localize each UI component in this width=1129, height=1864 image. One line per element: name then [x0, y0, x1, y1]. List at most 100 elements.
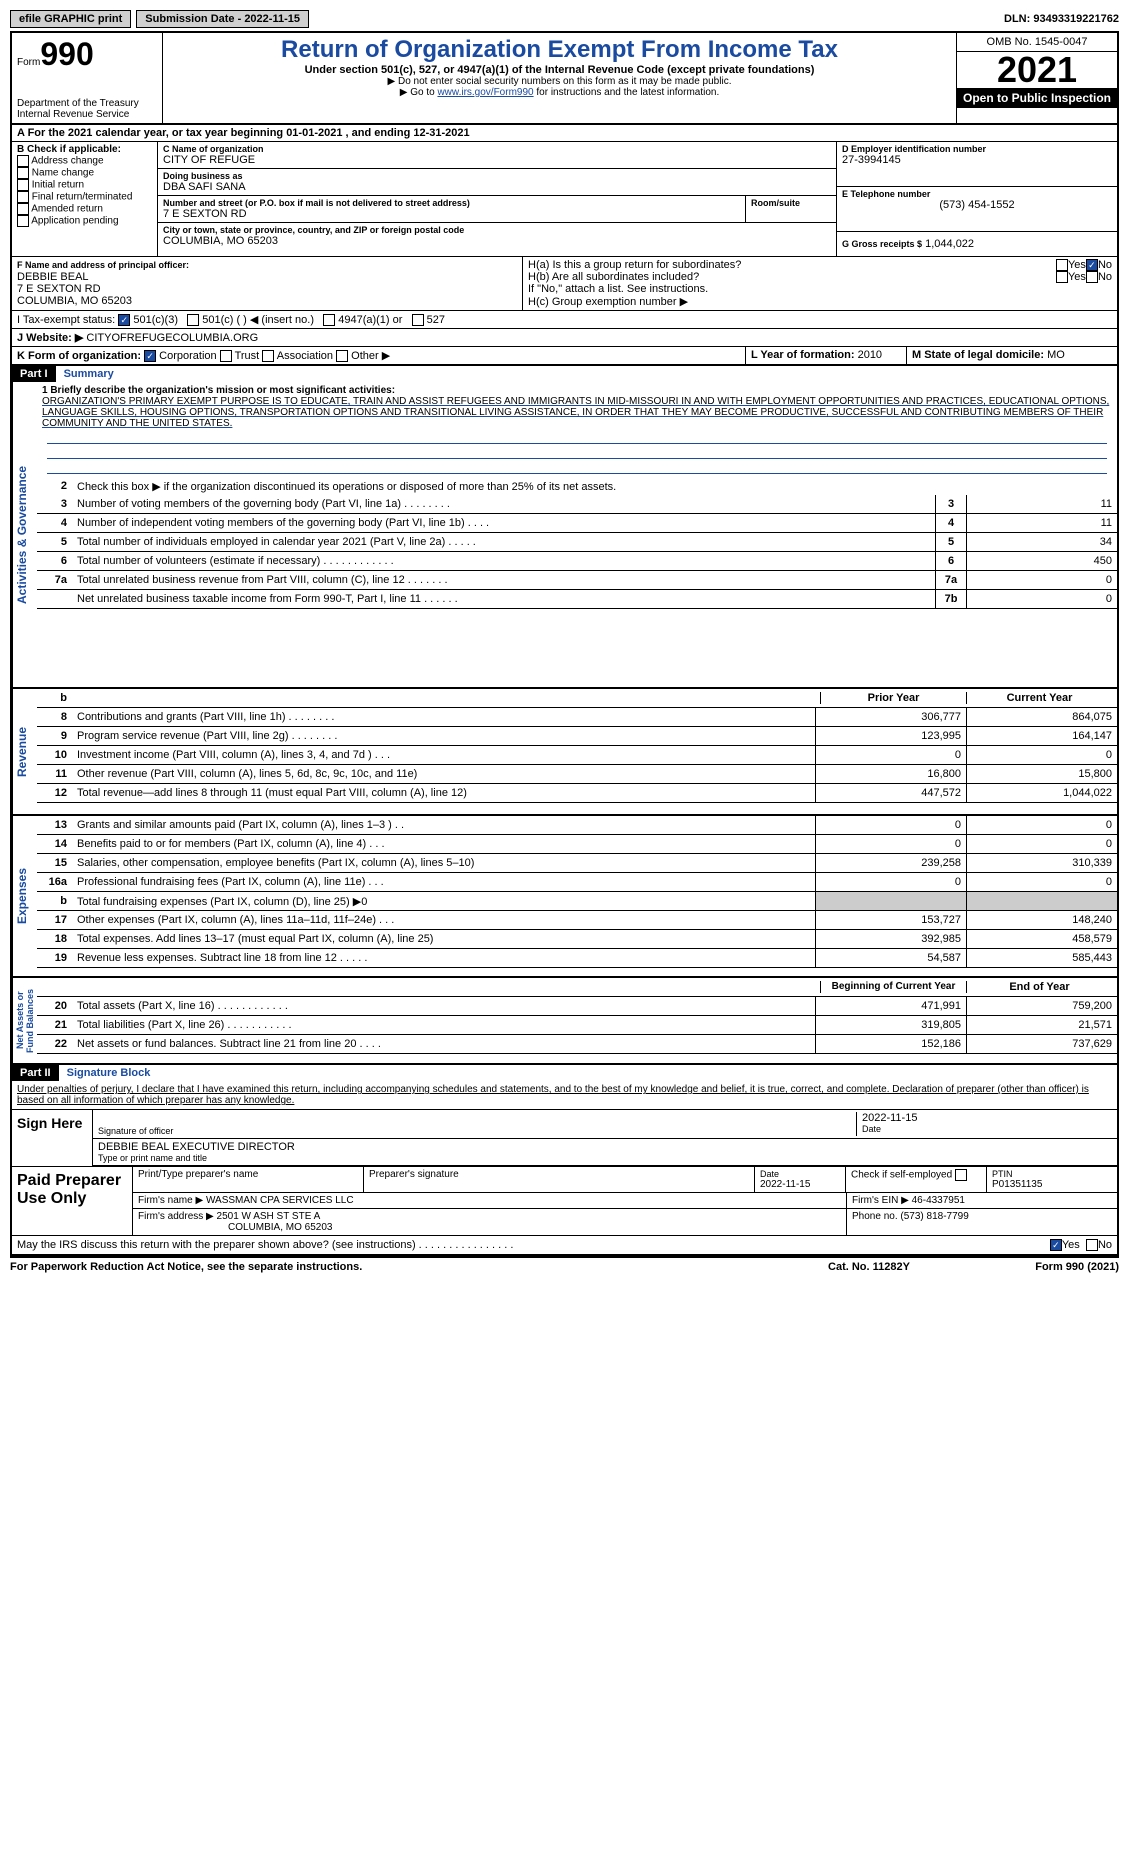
- summary-line: 4 Number of independent voting members o…: [37, 514, 1117, 533]
- prep-date: 2022-11-15: [760, 1179, 840, 1190]
- officer-addr2: COLUMBIA, MO 65203: [17, 295, 132, 307]
- firm-city: COLUMBIA, MO 65203: [138, 1222, 332, 1233]
- initial-return-checkbox[interactable]: [17, 179, 29, 191]
- ein-value: 27-3994145: [842, 154, 1112, 166]
- sig-officer-label: Signature of officer: [98, 1126, 856, 1136]
- hb-yes-checkbox[interactable]: [1056, 271, 1068, 283]
- gross-value: 1,044,022: [925, 238, 974, 250]
- financial-line: 13 Grants and similar amounts paid (Part…: [37, 816, 1117, 835]
- amended-return-checkbox[interactable]: [17, 203, 29, 215]
- year-formation: 2010: [858, 349, 882, 361]
- line2-num: 2: [37, 480, 72, 492]
- street-addr: 7 E SEXTON RD: [163, 208, 740, 220]
- ha-label: H(a) Is this a group return for subordin…: [528, 259, 1056, 271]
- revenue-label: Revenue: [12, 689, 37, 814]
- dept-text: Department of the Treasury Internal Reve…: [17, 98, 157, 120]
- end-year-header: End of Year: [966, 981, 1112, 993]
- 4947-checkbox[interactable]: [323, 314, 335, 326]
- other-checkbox[interactable]: [336, 350, 348, 362]
- paperwork-notice: For Paperwork Reduction Act Notice, see …: [10, 1261, 769, 1273]
- cat-no: Cat. No. 11282Y: [769, 1261, 969, 1273]
- section-bcd: B Check if applicable: Address change Na…: [10, 142, 1119, 257]
- section-c: C Name of organization CITY OF REFUGE Do…: [158, 142, 837, 256]
- 501c-checkbox[interactable]: [187, 314, 199, 326]
- 501c3-checkbox[interactable]: [118, 314, 130, 326]
- form-number: 990: [40, 36, 93, 72]
- line1: 1 Briefly describe the organization's mi…: [37, 382, 1117, 477]
- corp-checkbox[interactable]: [144, 350, 156, 362]
- app-pending-checkbox[interactable]: [17, 215, 29, 227]
- summary-line: 7a Total unrelated business revenue from…: [37, 571, 1117, 590]
- form-subtitle: Under section 501(c), 527, or 4947(a)(1)…: [168, 64, 951, 76]
- hb-no-checkbox[interactable]: [1086, 271, 1098, 283]
- hc-label: H(c) Group exemption number ▶: [528, 295, 1112, 308]
- 527-checkbox[interactable]: [412, 314, 424, 326]
- final-return-checkbox[interactable]: [17, 191, 29, 203]
- firm-name: WASSMAN CPA SERVICES LLC: [206, 1195, 354, 1206]
- financial-line: 16a Professional fundraising fees (Part …: [37, 873, 1117, 892]
- officer-name: DEBBIE BEAL: [17, 271, 89, 283]
- firm-phone: (573) 818-7799: [900, 1211, 968, 1222]
- net-assets-section: Net Assets or Fund Balances Beginning of…: [10, 978, 1119, 1065]
- phone-label: E Telephone number: [842, 189, 1112, 199]
- form-header: Form990 Department of the Treasury Inter…: [10, 31, 1119, 125]
- b-label: B Check if applicable:: [17, 144, 152, 155]
- city-label: City or town, state or province, country…: [163, 225, 831, 235]
- self-employed-checkbox[interactable]: [955, 1169, 967, 1181]
- officer-label: F Name and address of principal officer:: [17, 260, 189, 270]
- section-h: H(a) Is this a group return for subordin…: [523, 257, 1117, 310]
- top-bar: efile GRAPHIC print Submission Date - 20…: [10, 10, 1119, 28]
- officer-name-title: DEBBIE BEAL EXECUTIVE DIRECTOR: [98, 1141, 295, 1153]
- irs-no-checkbox[interactable]: [1086, 1239, 1098, 1251]
- section-f: F Name and address of principal officer:…: [12, 257, 523, 310]
- begin-year-header: Beginning of Current Year: [820, 981, 966, 993]
- section-a: A For the 2021 calendar year, or tax yea…: [10, 125, 1119, 142]
- part1-body: Activities & Governance 1 Briefly descri…: [10, 382, 1119, 689]
- ein-label: D Employer identification number: [842, 144, 1112, 154]
- name-change-checkbox[interactable]: [17, 167, 29, 179]
- addr-label: Number and street (or P.O. box if mail i…: [163, 198, 740, 208]
- activities-governance-label: Activities & Governance: [12, 382, 37, 687]
- org-name: CITY OF REFUGE: [163, 154, 831, 166]
- expenses-label: Expenses: [12, 816, 37, 976]
- assoc-checkbox[interactable]: [262, 350, 274, 362]
- dba-label: Doing business as: [163, 171, 831, 181]
- gross-label: G Gross receipts $: [842, 239, 922, 249]
- part2-label: Part II: [12, 1065, 59, 1081]
- financial-line: 10 Investment income (Part VIII, column …: [37, 746, 1117, 765]
- irs-yes-checkbox[interactable]: [1050, 1239, 1062, 1251]
- financial-line: b Total fundraising expenses (Part IX, c…: [37, 892, 1117, 911]
- financial-line: 14 Benefits paid to or for members (Part…: [37, 835, 1117, 854]
- prep-name-label: Print/Type preparer's name: [133, 1167, 364, 1192]
- blank-line: [47, 444, 1107, 459]
- firm-addr: 2501 W ASH ST STE A: [217, 1211, 321, 1222]
- dba-name: DBA SAFI SANA: [163, 181, 831, 193]
- ha-no-checkbox[interactable]: [1086, 259, 1098, 271]
- section-klm: K Form of organization: Corporation Trus…: [10, 347, 1119, 366]
- date-label: Date: [862, 1124, 1112, 1134]
- j-label: J Website: ▶: [17, 332, 83, 344]
- financial-line: 21 Total liabilities (Part X, line 26) .…: [37, 1016, 1117, 1035]
- financial-line: 8 Contributions and grants (Part VIII, l…: [37, 708, 1117, 727]
- part1-label: Part I: [12, 366, 56, 382]
- submission-button[interactable]: Submission Date - 2022-11-15: [136, 10, 309, 28]
- section-j: J Website: ▶ CITYOFREFUGECOLUMBIA.ORG: [10, 329, 1119, 347]
- financial-line: 17 Other expenses (Part IX, column (A), …: [37, 911, 1117, 930]
- current-year-header: Current Year: [966, 692, 1112, 704]
- summary-line: 6 Total number of volunteers (estimate i…: [37, 552, 1117, 571]
- summary-line: 5 Total number of individuals employed i…: [37, 533, 1117, 552]
- trust-checkbox[interactable]: [220, 350, 232, 362]
- summary-line: 3 Number of voting members of the govern…: [37, 495, 1117, 514]
- perjury-declaration: Under penalties of perjury, I declare th…: [12, 1081, 1117, 1110]
- signature-block: Under penalties of perjury, I declare th…: [10, 1081, 1119, 1256]
- paid-preparer-label: Paid Preparer Use Only: [12, 1167, 133, 1235]
- financial-line: 12 Total revenue—add lines 8 through 11 …: [37, 784, 1117, 803]
- form-note1: ▶ Do not enter social security numbers o…: [168, 76, 951, 87]
- addr-change-checkbox[interactable]: [17, 155, 29, 167]
- i-label: I Tax-exempt status:: [17, 314, 115, 326]
- section-fh: F Name and address of principal officer:…: [10, 257, 1119, 311]
- ha-yes-checkbox[interactable]: [1056, 259, 1068, 271]
- irs-link[interactable]: www.irs.gov/Form990: [437, 87, 533, 98]
- financial-line: 11 Other revenue (Part VIII, column (A),…: [37, 765, 1117, 784]
- efile-button[interactable]: efile GRAPHIC print: [10, 10, 131, 28]
